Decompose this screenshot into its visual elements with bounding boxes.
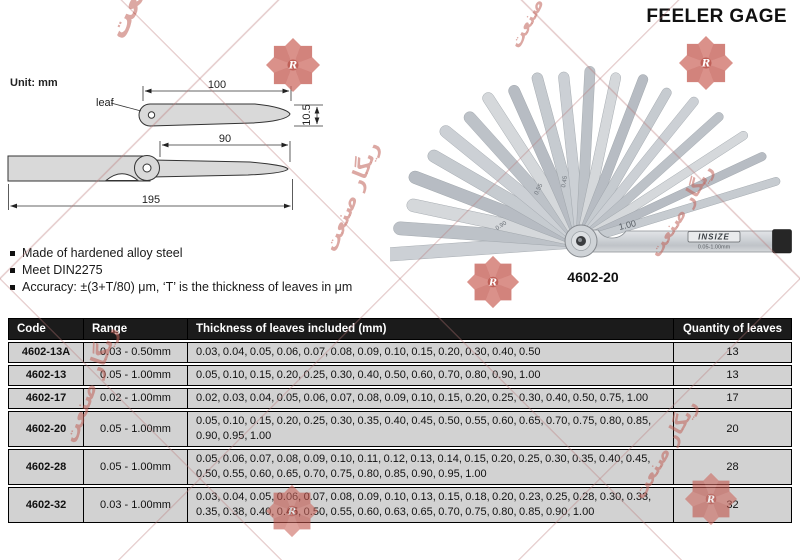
cell-quantity: 32 [674, 487, 792, 523]
product-photo: 0.45 0.55 0.90 1.00 INSIZE 0.05-1.00mm [390, 66, 792, 262]
technical-drawing: leaf 100 10.5 90 195 [7, 79, 323, 210]
cell-code: 4602-32 [8, 487, 84, 523]
cell-thickness: 0.05, 0.10, 0.15, 0.20, 0.25, 0.30, 0.40… [188, 365, 674, 386]
blade-drawing [151, 159, 289, 178]
leaf-marking: 0.90 [495, 220, 509, 232]
column-header-quantity: Quantity of leaves [674, 318, 792, 340]
feature-item: Meet DIN2275 [10, 263, 352, 277]
table-row: 4602-32 0.03 - 1.00mm 0.03, 0.04, 0.05, … [8, 487, 792, 523]
cell-range: 0.03 - 0.50mm [84, 342, 188, 363]
cell-code: 4602-17 [8, 388, 84, 409]
cell-code: 4602-20 [8, 411, 84, 447]
bullet-square-icon [10, 251, 15, 256]
cell-thickness: 0.02, 0.03, 0.04, 0.05, 0.06, 0.07, 0.08… [188, 388, 674, 409]
leaf-marking: 0.55 [534, 182, 545, 196]
model-label: 4602-20 [567, 269, 619, 285]
feature-text: Accuracy: ±(3+T/80) μm, ‘T’ is the thick… [22, 280, 353, 294]
cell-quantity: 13 [674, 365, 792, 386]
cell-range: 0.05 - 1.00mm [84, 411, 188, 447]
watermark-text: ریگار صنعت [100, 0, 199, 44]
leaf-label: leaf [96, 97, 115, 109]
cell-thickness: 0.03, 0.04, 0.05, 0.06, 0.07, 0.08, 0.09… [188, 487, 674, 523]
cell-code: 4602-28 [8, 449, 84, 485]
feature-item: Accuracy: ±(3+T/80) μm, ‘T’ is the thick… [10, 280, 352, 294]
table-row: 4602-13A 0.03 - 0.50mm 0.03, 0.04, 0.05,… [8, 342, 792, 363]
dimension-label-leaf-width: 10.5 [301, 104, 313, 125]
cell-quantity: 17 [674, 388, 792, 409]
leaf-hole [147, 111, 156, 119]
column-header-range: Range [84, 318, 188, 340]
column-header-thickness: Thickness of leaves included (mm) [188, 318, 674, 340]
cell-quantity: 20 [674, 411, 792, 447]
bullet-square-icon [10, 285, 15, 290]
spec-table: Code Range Thickness of leaves included … [8, 316, 792, 525]
dimension-label-leaf-length: 100 [208, 79, 226, 91]
leaf-marking: 1.00 [618, 218, 637, 232]
cell-code: 4602-13 [8, 365, 84, 386]
table-header-row: Code Range Thickness of leaves included … [8, 318, 792, 340]
table-row: 4602-13 0.05 - 1.00mm 0.05, 0.10, 0.15, … [8, 365, 792, 386]
range-marking-label: 0.05-1.00mm [698, 245, 731, 251]
page-title: FEELER GAGE [646, 6, 787, 27]
feature-list: Made of hardened alloy steel Meet DIN227… [10, 246, 352, 297]
feature-item: Made of hardened alloy steel [10, 246, 352, 260]
cell-range: 0.02 - 1.00mm [84, 388, 188, 409]
unit-label: Unit: mm [10, 77, 58, 89]
table-row: 4602-20 0.05 - 1.00mm 0.05, 0.10, 0.15, … [8, 411, 792, 447]
cell-range: 0.05 - 1.00mm [84, 449, 188, 485]
dimension-label-total-length: 195 [142, 194, 160, 206]
feature-text: Made of hardened alloy steel [22, 246, 183, 260]
handle-end-cap [772, 229, 792, 254]
cell-range: 0.03 - 1.00mm [84, 487, 188, 523]
table-row: 4602-17 0.02 - 1.00mm 0.02, 0.03, 0.04, … [8, 388, 792, 409]
cell-thickness: 0.05, 0.06, 0.07, 0.08, 0.09, 0.10, 0.11… [188, 449, 674, 485]
feature-text: Meet DIN2275 [22, 263, 103, 277]
leaf-drawing [138, 103, 291, 127]
cell-code: 4602-13A [8, 342, 84, 363]
brand-label: INSIZE [698, 233, 730, 242]
fan-of-leaves [390, 66, 781, 262]
cell-range: 0.05 - 1.00mm [84, 365, 188, 386]
table-row: 4602-28 0.05 - 1.00mm 0.05, 0.06, 0.07, … [8, 449, 792, 485]
cell-quantity: 28 [674, 449, 792, 485]
column-header-code: Code [8, 318, 84, 340]
leaf-marking: 0.45 [561, 175, 569, 188]
cell-quantity: 13 [674, 342, 792, 363]
cell-thickness: 0.03, 0.04, 0.05, 0.06, 0.07, 0.08, 0.09… [188, 342, 674, 363]
cell-thickness: 0.05, 0.10, 0.15, 0.20, 0.25, 0.30, 0.35… [188, 411, 674, 447]
bullet-square-icon [10, 268, 15, 273]
dimension-label-blade-length: 90 [219, 133, 231, 145]
